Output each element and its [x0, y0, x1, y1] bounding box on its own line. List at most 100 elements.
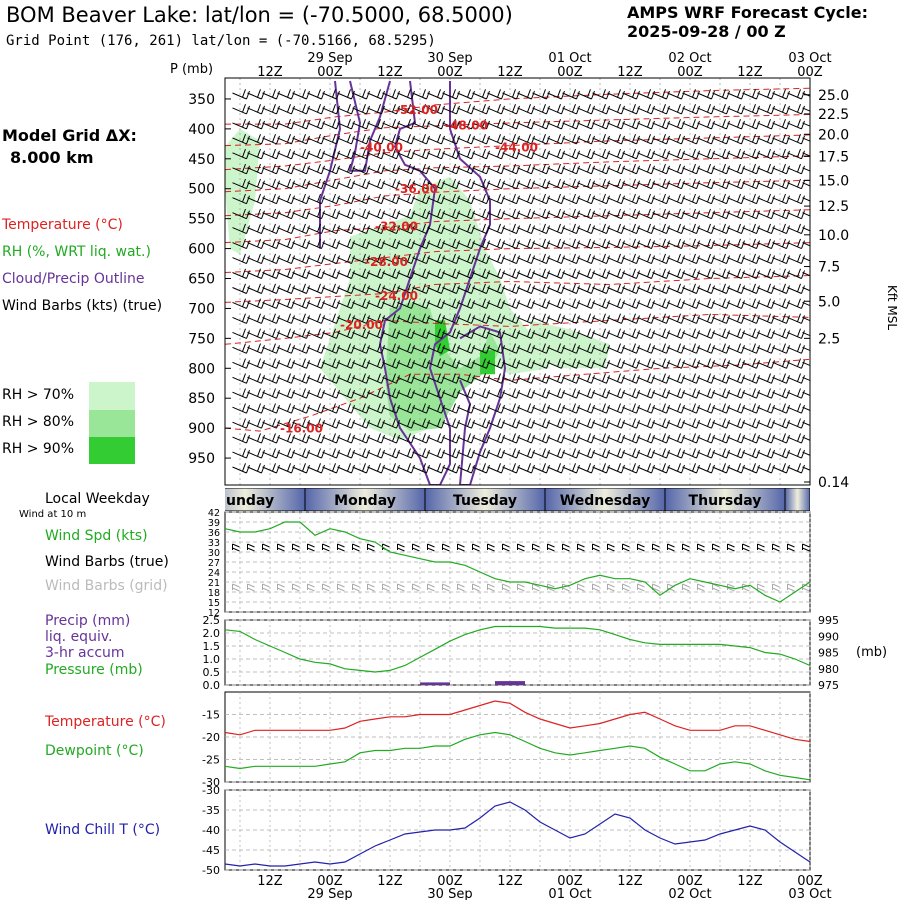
wind-barb: [517, 418, 535, 429]
wind-barb: [742, 463, 760, 474]
wind-barb: [682, 283, 700, 294]
wind-barb: [772, 89, 790, 100]
wind-barb: [772, 403, 790, 414]
bottom-hour-label: 00Z: [437, 874, 463, 889]
wind-barb: [382, 403, 400, 414]
wind-barb: [667, 148, 685, 160]
wind-barb: [307, 89, 325, 100]
wind-barb: [307, 193, 325, 205]
wind-barb: [577, 193, 595, 205]
wind-barb: [337, 343, 355, 354]
wind-barb: [442, 373, 460, 384]
wind-barb: [262, 448, 280, 459]
wind-barb: [262, 163, 280, 175]
wind-barb: [427, 403, 445, 414]
wind-barb: [517, 433, 535, 444]
wind-barb: [307, 148, 325, 160]
wind-barb: [787, 403, 805, 414]
wind-barb-true: [262, 543, 270, 552]
wind-barb: [382, 328, 400, 339]
top-hour-label: 12Z: [617, 65, 643, 80]
wind-barb: [397, 358, 415, 369]
wind-barb: [427, 298, 445, 309]
wind-barb: [472, 163, 490, 175]
wind-barb: [322, 223, 340, 235]
top-hour-label: 12Z: [377, 65, 403, 80]
wind-barb: [502, 148, 520, 160]
wind-barb: [427, 283, 445, 294]
wind-barb: [787, 148, 805, 160]
wind-barb: [397, 343, 415, 354]
wind-barb: [277, 208, 295, 220]
precip-bar: [495, 681, 525, 685]
wind-barb-grid: [682, 583, 690, 592]
wind-barb: [577, 223, 595, 235]
wind-barb: [682, 134, 700, 145]
wind-barb: [727, 373, 745, 384]
top-hour-label: 00Z: [677, 65, 703, 80]
wind-barb: [787, 268, 805, 279]
wind-barb: [382, 253, 400, 265]
model-grid-label: Model Grid ΔX:: [2, 126, 137, 145]
wind-barb: [502, 89, 520, 100]
wind-barb: [652, 104, 670, 115]
wind-barb: [442, 253, 460, 265]
wind-barb: [532, 119, 550, 130]
wind-barb: [337, 433, 355, 444]
wind-barb: [562, 388, 580, 399]
top-hour-label: 12Z: [257, 65, 283, 80]
wind-barb: [727, 134, 745, 145]
wind-barb: [337, 148, 355, 160]
height-tick-label: 12.5: [818, 199, 849, 215]
wind-barb: [772, 148, 790, 160]
top-date-label: 30 Sep: [427, 51, 472, 66]
wind-barb: [622, 178, 640, 190]
wind-barb: [592, 223, 610, 235]
wind-barb: [547, 134, 565, 145]
wind-barb: [697, 163, 715, 175]
top-date-label: 02 Oct: [668, 51, 711, 66]
wind-barb: [292, 223, 310, 235]
wind-barb: [787, 373, 805, 384]
wind-barb: [742, 343, 760, 354]
wind-barb: [652, 463, 670, 474]
wind-barb: [337, 89, 355, 100]
wind-barb: [337, 388, 355, 399]
wind-barb: [292, 433, 310, 444]
wind-barb: [382, 388, 400, 399]
wind-barb: [262, 268, 280, 279]
wind-barb: [607, 328, 625, 339]
wind-chill-tick-label: -50: [202, 864, 220, 877]
wind-barb: [352, 373, 370, 384]
top-date-label: 01 Oct: [548, 51, 591, 66]
wind-barb-grid: [337, 583, 345, 592]
wind-barb: [637, 343, 655, 354]
wind-barb: [712, 119, 730, 130]
wind-barb: [412, 358, 430, 369]
wind-barb: [292, 148, 310, 160]
temperature-contour: [225, 155, 810, 193]
wind-barb: [577, 283, 595, 294]
wind-barb: [562, 373, 580, 384]
wind-barb: [277, 163, 295, 175]
wind-barb: [682, 298, 700, 309]
wind-barb: [247, 193, 265, 205]
wind-barb: [412, 208, 430, 220]
wind-barb: [532, 433, 550, 444]
height-tick-label: 7.5: [818, 260, 840, 276]
wind-barb: [637, 328, 655, 339]
wind-barb: [382, 89, 400, 100]
wind-barb: [367, 163, 385, 175]
wind-barb: [697, 388, 715, 399]
wind-barb: [592, 463, 610, 474]
wind-barb: [697, 193, 715, 205]
wind-barb: [322, 448, 340, 459]
wind-barb: [502, 328, 520, 339]
wind-barb: [427, 104, 445, 115]
wind-barb: [457, 283, 475, 294]
wind-barb: [682, 208, 700, 220]
wind-barb: [622, 448, 640, 459]
wind-barb: [442, 104, 460, 115]
wind-barb: [652, 373, 670, 384]
wind-barb: [757, 104, 775, 115]
